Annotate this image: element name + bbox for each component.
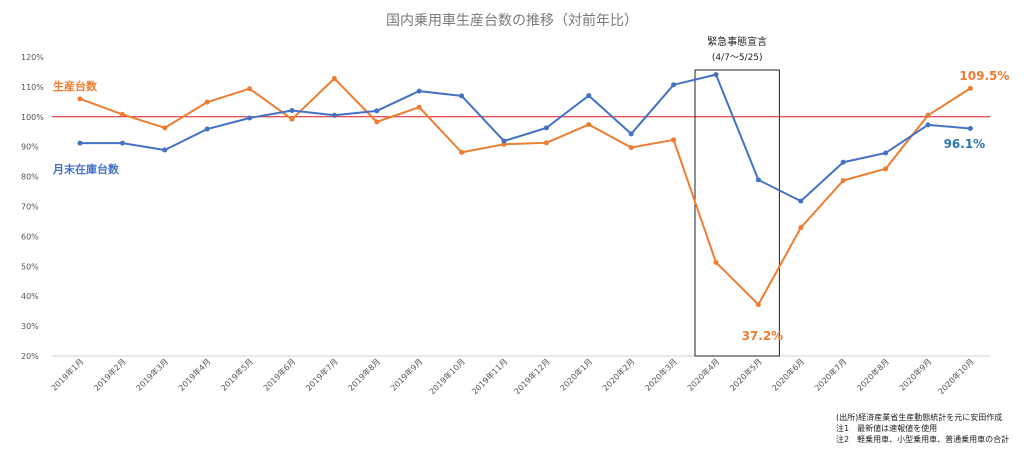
production-point xyxy=(713,259,719,265)
x-tick-label: 2020年2月 xyxy=(600,356,636,392)
y-tick-label: 60% xyxy=(21,232,39,241)
stock-point xyxy=(586,93,592,99)
production-point xyxy=(162,125,168,131)
production-point xyxy=(671,137,677,143)
x-tick-label: 2020年10月 xyxy=(936,356,976,396)
y-tick-label: 30% xyxy=(21,322,39,331)
x-tick-label: 2020年3月 xyxy=(643,356,679,392)
note-source: (出所)経済産業省生産動態統計を元に安田作成 xyxy=(836,413,1003,422)
stock-point xyxy=(628,131,634,137)
stock-point xyxy=(247,115,253,121)
x-tick-label: 2019年4月 xyxy=(176,356,212,392)
production-point xyxy=(840,177,846,183)
production-point xyxy=(119,111,125,117)
chart-title: 国内乗用車生産台数の推移（対前年比） xyxy=(386,13,638,29)
stock-point xyxy=(755,177,761,183)
stock-point xyxy=(883,150,889,156)
stock-series-label: 月末在庫台数 xyxy=(52,162,120,176)
emergency-period-label: (4/7〜5/25) xyxy=(712,53,763,63)
production-point xyxy=(247,86,253,92)
y-tick-label: 50% xyxy=(21,262,39,271)
stock-point xyxy=(671,82,677,88)
stock-point xyxy=(416,88,422,94)
production-min-value-label: 37.2% xyxy=(742,329,784,343)
production-point xyxy=(543,140,549,146)
emergency-label: 緊急事態宣言 xyxy=(707,35,767,48)
stock-point xyxy=(331,112,337,118)
y-tick-label: 70% xyxy=(21,203,39,212)
production-point xyxy=(77,96,83,102)
production-point xyxy=(459,149,465,155)
x-tick-label: 2019年7月 xyxy=(303,356,339,392)
x-tick-label: 2019年12月 xyxy=(512,356,552,396)
x-tick-label: 2019年9月 xyxy=(388,356,424,392)
stock-point xyxy=(204,126,210,132)
y-tick-label: 120% xyxy=(21,53,44,62)
stock-point xyxy=(925,122,931,128)
production-point xyxy=(967,85,973,91)
y-tick-label: 40% xyxy=(21,292,39,301)
y-tick-label: 100% xyxy=(21,113,44,122)
production-point xyxy=(883,166,889,172)
x-tick-label: 2020年5月 xyxy=(727,356,763,392)
x-tick-label: 2019年3月 xyxy=(134,356,170,392)
y-tick-label: 20% xyxy=(21,352,39,361)
stock-last-value-label: 96.1% xyxy=(944,137,986,151)
x-tick-label: 2019年5月 xyxy=(219,356,255,392)
production-point xyxy=(331,76,337,82)
production-point xyxy=(755,302,761,308)
production-point xyxy=(289,116,295,122)
x-tick-label: 2020年9月 xyxy=(897,356,933,392)
production-line xyxy=(79,77,971,306)
x-tick-label: 2019年8月 xyxy=(346,356,382,392)
y-tick-label: 80% xyxy=(21,173,39,182)
production-point xyxy=(925,112,931,118)
stock-line xyxy=(80,73,971,203)
stock-point xyxy=(374,108,380,114)
x-tick-label: 2020年4月 xyxy=(685,356,721,392)
x-tick-label: 2020年6月 xyxy=(770,356,806,392)
stock-point xyxy=(543,125,549,131)
y-tick-label: 110% xyxy=(21,83,44,92)
x-tick-label: 2019年6月 xyxy=(261,356,297,392)
production-point xyxy=(204,99,210,105)
production-last-value-label: 109.5% xyxy=(959,69,1009,83)
stock-point xyxy=(119,140,125,146)
x-tick-label: 2019年1月 xyxy=(49,356,85,392)
stock-point xyxy=(77,140,83,146)
production-point xyxy=(586,122,592,128)
x-tick-label: 2019年2月 xyxy=(91,356,127,392)
stock-point xyxy=(713,72,719,78)
production-point xyxy=(628,145,634,151)
note-2: 注2 軽乗用車、小型乗用車、普通乗用車の合計 xyxy=(836,435,1010,444)
source-notes: (出所)経済産業省生産動態統計を元に安田作成 注1 最新値は速報値を使用 注2 … xyxy=(836,412,1009,445)
y-tick-label: 90% xyxy=(21,143,39,152)
x-tick-label: 2020年1月 xyxy=(558,356,594,392)
production-series-label: 生産台数 xyxy=(53,79,98,93)
x-tick-label: 2020年8月 xyxy=(855,356,891,392)
x-tick-label: 2019年10月 xyxy=(427,356,467,396)
production-point xyxy=(416,104,422,110)
stock-point xyxy=(289,108,295,114)
stock-point xyxy=(840,159,846,165)
stock-point xyxy=(501,138,507,144)
emergency-period-box xyxy=(694,69,780,357)
x-tick-label: 2020年7月 xyxy=(812,356,848,392)
x-tick-label: 2019年11月 xyxy=(469,356,509,396)
production-point xyxy=(798,225,804,231)
stock-point xyxy=(798,198,804,204)
stock-point xyxy=(967,125,973,131)
stock-point xyxy=(459,93,465,99)
production-point xyxy=(374,119,380,125)
stock-point xyxy=(162,147,168,153)
note-1: 注1 最新値は速報値を使用 xyxy=(836,424,938,433)
